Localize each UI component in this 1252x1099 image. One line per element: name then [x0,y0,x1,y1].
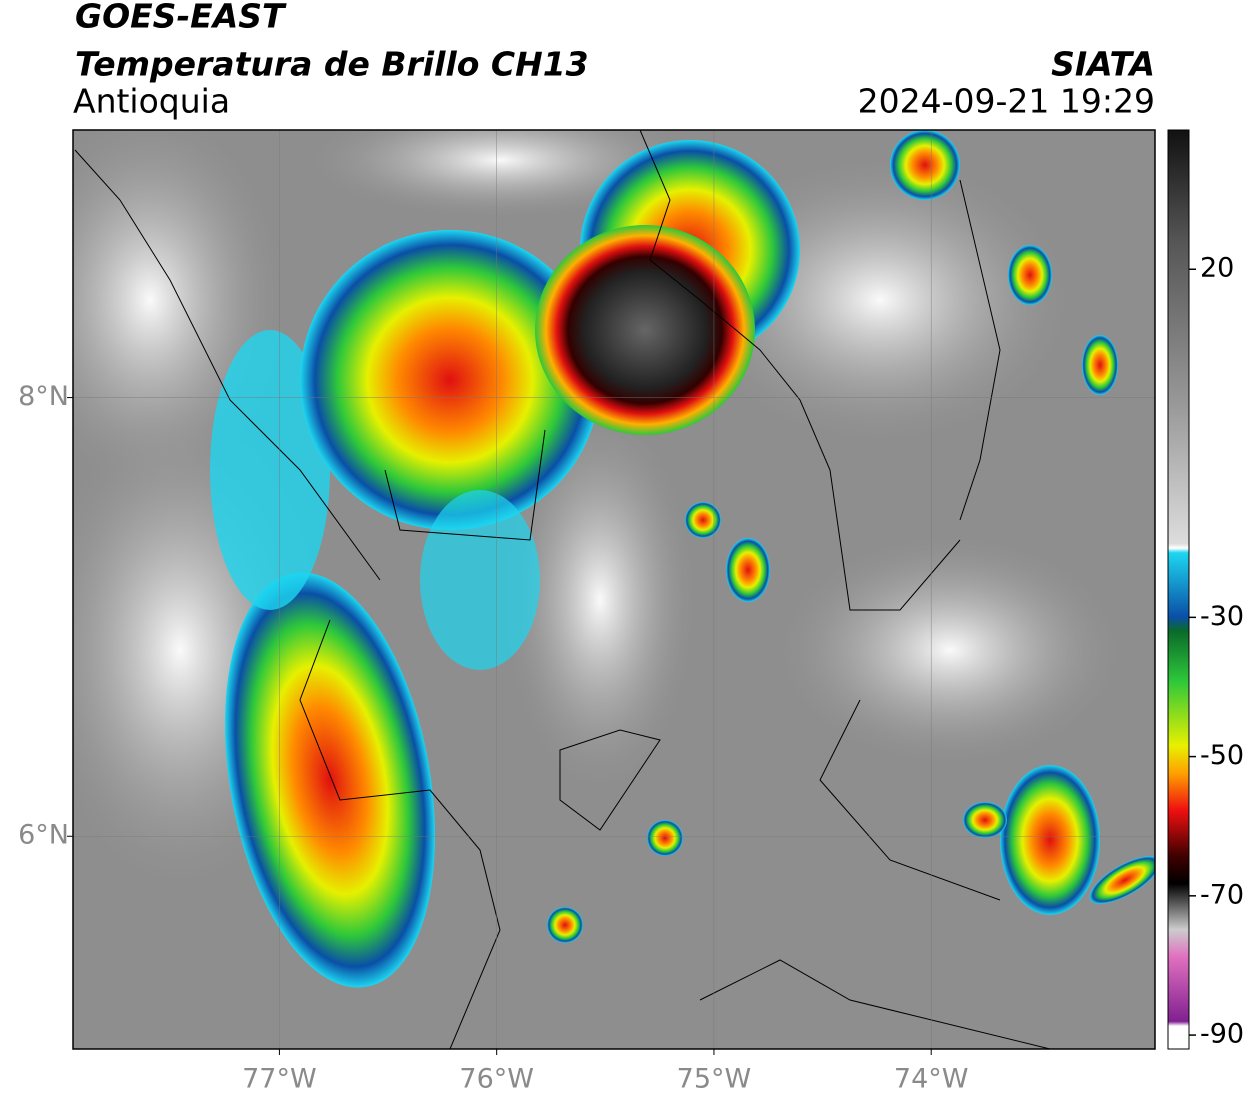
satellite-image [73,130,1155,1049]
colorbar-tick-label: -50 [1200,740,1244,771]
map-frame [72,129,1156,1050]
colorbar-tick-label: 20 [1200,253,1234,284]
lon-tick-label: 74°W [894,1064,969,1095]
source: SIATA [1051,45,1155,84]
lon-tick-label: 77°W [242,1064,317,1095]
subtitle: Temperatura de Brillo CH13 [75,45,589,84]
title: GOES-EAST [75,0,287,36]
grid [73,130,1155,1049]
timestamp: 2024-09-21 19:29 [858,82,1155,121]
lon-tick-label: 75°W [677,1064,752,1095]
colorbar-tick-label: -30 [1200,601,1244,632]
colorbar-tick-label: -70 [1200,879,1244,910]
colorbar-tick-label: -90 [1200,1019,1244,1050]
lat-tick-label: 6°N [18,820,69,851]
lon-tick-label: 76°W [459,1064,534,1095]
lat-tick-label: 8°N [18,381,69,412]
colorbar [1167,129,1190,1050]
region: Antioquia [73,82,230,121]
